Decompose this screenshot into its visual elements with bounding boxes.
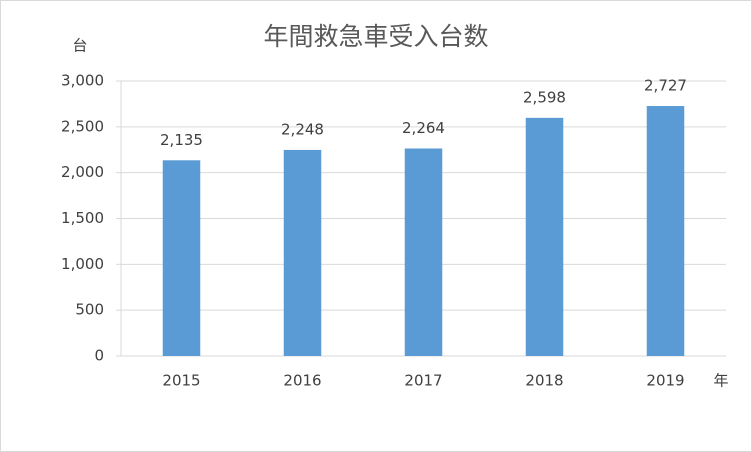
data-label: 2,598 (523, 88, 566, 106)
y-tick-label: 1,000 (61, 255, 104, 273)
y-tick-label: 2,000 (61, 163, 104, 181)
y-tick-label: 500 (75, 301, 104, 319)
bar (525, 117, 564, 356)
data-label: 2,135 (160, 131, 203, 149)
x-tick-label: 2017 (404, 372, 442, 390)
y-tick-label: 0 (94, 347, 104, 365)
x-tick-label: 2018 (525, 372, 563, 390)
x-axis-label: 年 (713, 372, 728, 390)
y-tick-label: 2,500 (61, 117, 104, 135)
data-label: 2,727 (644, 77, 687, 95)
y-axis-label: 台 (72, 37, 87, 55)
y-tick-label: 3,000 (61, 72, 104, 90)
bar (283, 149, 322, 356)
x-tick-label: 2016 (283, 372, 321, 390)
x-tick-label: 2019 (646, 372, 684, 390)
chart-title: 年間救急車受入台数 (263, 22, 488, 51)
bar (162, 160, 201, 356)
x-tick-label: 2015 (162, 372, 200, 390)
y-tick-label: 1,500 (61, 209, 104, 227)
bar (404, 148, 443, 356)
bar (646, 106, 685, 357)
data-label: 2,248 (281, 120, 324, 138)
data-label: 2,264 (402, 119, 445, 137)
